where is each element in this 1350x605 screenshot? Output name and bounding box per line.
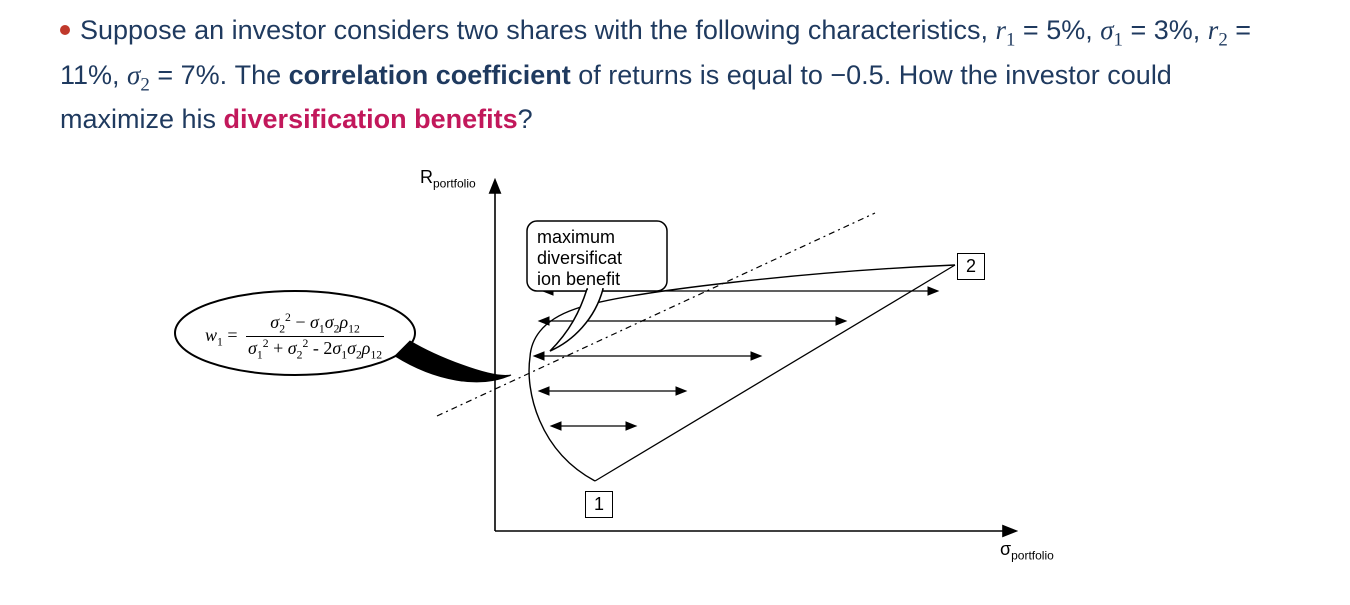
callout-line1: maximum bbox=[537, 227, 615, 247]
bullet-icon bbox=[60, 25, 70, 35]
node-2-label: 2 bbox=[957, 253, 985, 280]
f-den-b-sub: 2 bbox=[297, 348, 303, 361]
q-mid2: of returns is equal to bbox=[571, 60, 831, 90]
f-den-minus: - 2 bbox=[308, 338, 332, 358]
f-num-a-sub: 2 bbox=[279, 323, 285, 336]
s2-val: = 7%. bbox=[150, 60, 235, 90]
y-axis-sub: portfolio bbox=[433, 177, 476, 191]
x-axis-sigma: σ bbox=[1000, 539, 1011, 559]
callout-line3: ion benefit bbox=[537, 269, 620, 289]
f-num-a: σ bbox=[270, 312, 279, 332]
f-den-b: σ bbox=[288, 338, 297, 358]
f-num-rho-sub: 12 bbox=[348, 323, 360, 336]
diagram-container: Rportfolio σportfolio maximum diversific… bbox=[195, 161, 1155, 571]
x-axis-sub: portfolio bbox=[1011, 549, 1054, 563]
f-den-a-sub: 1 bbox=[257, 348, 263, 361]
f-den-a: σ bbox=[248, 338, 257, 358]
x-axis-label: σportfolio bbox=[1000, 539, 1054, 563]
f-den-plus: + bbox=[269, 338, 288, 358]
diagram-svg bbox=[195, 161, 1155, 571]
r1-sub: 1 bbox=[1006, 29, 1015, 50]
s1-symbol: σ bbox=[1100, 15, 1113, 45]
s1-sub: 1 bbox=[1114, 29, 1123, 50]
minvar-formula: w1 = σ22 − σ1σ2ρ12 σ12 + σ22 - 2σ1σ2ρ12 bbox=[205, 311, 384, 361]
s2-symbol: σ bbox=[127, 60, 140, 90]
f-num-rho: ρ bbox=[340, 312, 349, 332]
s2-sub: 2 bbox=[140, 74, 149, 95]
s1-val: = 3%, bbox=[1123, 15, 1208, 45]
corr-value: −0.5 bbox=[830, 60, 883, 90]
f-num-b1: σ bbox=[310, 312, 319, 332]
f-den-c1: σ bbox=[332, 338, 341, 358]
f-lhs: w bbox=[205, 325, 217, 345]
f-den-rho-sub: 12 bbox=[370, 348, 382, 361]
node-1-label: 1 bbox=[585, 491, 613, 518]
callout-line2: diversificat bbox=[537, 248, 622, 268]
q-mid1: The bbox=[235, 60, 289, 90]
corr-coef-bold: correlation coefficient bbox=[289, 60, 571, 90]
y-axis-label: Rportfolio bbox=[420, 167, 476, 191]
q-qmark: ? bbox=[518, 104, 533, 134]
q-prefix: Suppose an investor considers two shares… bbox=[80, 15, 995, 45]
y-axis-R: R bbox=[420, 167, 433, 187]
r1-val: = 5%, bbox=[1015, 15, 1100, 45]
diversification-benefits: diversification benefits bbox=[224, 104, 518, 134]
f-eq: = bbox=[223, 325, 242, 345]
f-num-b2: σ bbox=[325, 312, 334, 332]
question-paragraph: Suppose an investor considers two shares… bbox=[60, 10, 1290, 141]
f-num-minus: − bbox=[291, 312, 310, 332]
f-den-c2: σ bbox=[347, 338, 356, 358]
callout-max-div: maximum diversificat ion benefit bbox=[537, 227, 622, 289]
r2-sub: 2 bbox=[1218, 29, 1227, 50]
r1-symbol: r bbox=[995, 15, 1006, 45]
r2-symbol: r bbox=[1208, 15, 1219, 45]
